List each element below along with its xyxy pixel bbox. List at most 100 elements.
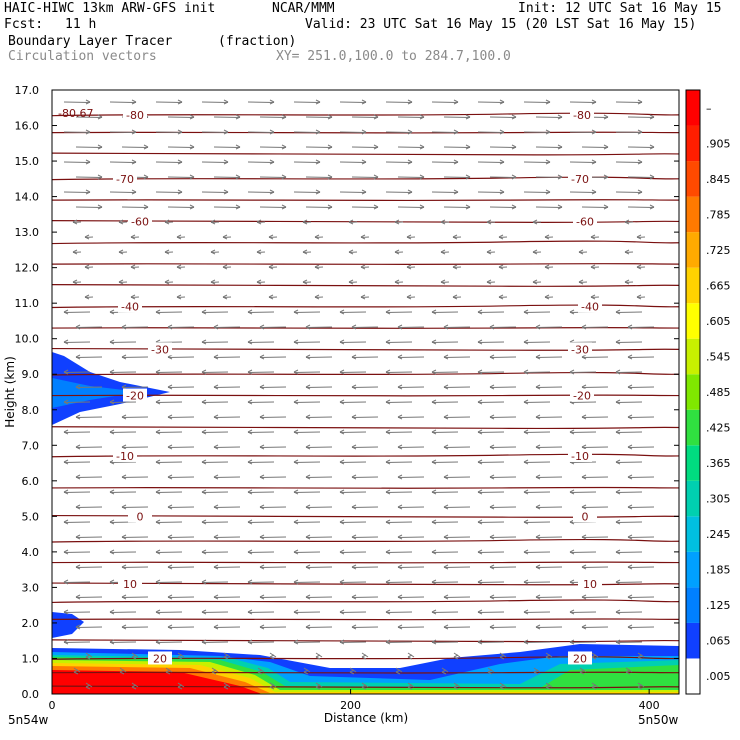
vector-arrow: [477, 521, 505, 523]
vector-arrowhead: [293, 609, 299, 615]
vector-arrowhead: [477, 519, 483, 525]
vector-arrow: [305, 476, 333, 478]
vector-arrow: [627, 356, 655, 358]
vector-arrowhead: [327, 204, 333, 210]
vector-arrow: [109, 491, 137, 493]
vector-arrow: [351, 326, 379, 328]
vector-arrow: [523, 461, 551, 463]
vector-arrow: [385, 371, 413, 373]
vector-arrow: [201, 551, 229, 553]
vector-arrow: [431, 311, 459, 313]
vector-arrowhead: [406, 234, 412, 240]
vector-arrow: [477, 491, 505, 493]
vector-arrowhead: [305, 414, 311, 420]
vector-arrow: [397, 116, 425, 118]
vector-arrowhead: [523, 459, 529, 465]
vector-arrow: [213, 386, 241, 388]
vector-arrow: [167, 116, 195, 118]
vector-arrowhead: [293, 639, 299, 645]
vector-arrowhead: [143, 174, 149, 180]
vector-arrowhead: [486, 219, 492, 225]
vector-arrow: [109, 431, 137, 433]
vector-arrowhead: [211, 669, 217, 675]
vector-arrowhead: [222, 234, 228, 240]
vector-arrowhead: [535, 564, 541, 570]
y-tick-label: 1.0: [22, 652, 40, 665]
vector-arrow: [489, 116, 517, 118]
vector-arrowhead: [268, 264, 274, 270]
vector-arrow: [293, 131, 321, 133]
vector-arrow: [385, 311, 413, 313]
vector-arrowhead: [247, 339, 253, 345]
vector-arrowhead: [176, 234, 182, 240]
vector-arrow: [339, 401, 367, 403]
vector-arrowhead: [259, 474, 265, 480]
vector-arrowhead: [201, 609, 207, 615]
vector-arrowhead: [63, 459, 69, 465]
vector-arrow: [535, 386, 563, 388]
vector-arrowhead: [431, 609, 437, 615]
vector-arrow: [247, 581, 275, 583]
vector-arrowhead: [627, 324, 633, 330]
vector-arrowhead: [636, 294, 642, 300]
vector-arrowhead: [603, 174, 609, 180]
vector-arrowhead: [649, 204, 655, 210]
vector-arrowhead: [63, 429, 69, 435]
vector-arrowhead: [201, 399, 207, 405]
vector-arrowhead: [351, 534, 357, 540]
vector-arrowhead: [397, 474, 403, 480]
tracer-fill-layer: [52, 352, 679, 694]
vector-arrow: [535, 176, 563, 178]
colorbar-label: .485: [706, 386, 731, 399]
vector-arrowhead: [569, 429, 575, 435]
vector-arrow: [109, 551, 137, 553]
vector-arrowhead: [201, 309, 207, 315]
vector-arrow: [443, 386, 471, 388]
vector-arrow: [63, 341, 91, 343]
vector-arrow: [75, 596, 103, 598]
vector-arrowhead: [440, 279, 446, 285]
vector-arrowhead: [109, 639, 115, 645]
vector-arrowhead: [361, 129, 367, 135]
vector-arrowhead: [624, 279, 630, 285]
vector-arrow: [627, 116, 655, 118]
vector-arrow: [615, 161, 643, 163]
vector-arrow: [351, 536, 379, 538]
contour-label: -20: [126, 390, 144, 403]
vector-arrowhead: [155, 459, 161, 465]
vector-arrow: [155, 131, 183, 133]
overlay-name: Circulation vectors: [8, 49, 157, 64]
colorbar-swatch: [686, 303, 700, 339]
vector-arrow: [259, 536, 287, 538]
contour-label-bg: [570, 388, 594, 402]
vector-arrow: [259, 356, 287, 358]
contour-line: [52, 112, 679, 117]
vector-arrowhead: [477, 639, 483, 645]
vector-arrowhead: [75, 414, 81, 420]
vector-arrowhead: [615, 519, 621, 525]
vector-arrowhead: [603, 114, 609, 120]
vector-arrowhead: [339, 399, 345, 405]
vector-arrowhead: [637, 129, 643, 135]
vector-arrowhead: [477, 549, 483, 555]
vector-arrow: [523, 401, 551, 403]
vector-arrow: [259, 146, 287, 148]
vector-arrowhead: [603, 204, 609, 210]
vector-arrowhead: [167, 384, 173, 390]
vector-arrowhead: [431, 639, 437, 645]
vector-arrowhead: [431, 399, 437, 405]
vector-arrow: [339, 521, 367, 523]
vector-arrowhead: [385, 369, 391, 375]
vector-arrowhead: [360, 294, 366, 300]
vector-arrowhead: [305, 354, 311, 360]
vector-arrow: [339, 311, 367, 313]
vector-arrowhead: [477, 399, 483, 405]
vector-arrowhead: [109, 549, 115, 555]
vector-arrowhead: [407, 654, 413, 660]
vector-arrowhead: [213, 504, 219, 510]
vector-arrowhead: [489, 564, 495, 570]
contour-label: -80: [126, 109, 144, 122]
vector-arrowhead: [523, 519, 529, 525]
vector-arrowhead: [397, 534, 403, 540]
vector-arrow: [581, 626, 609, 628]
